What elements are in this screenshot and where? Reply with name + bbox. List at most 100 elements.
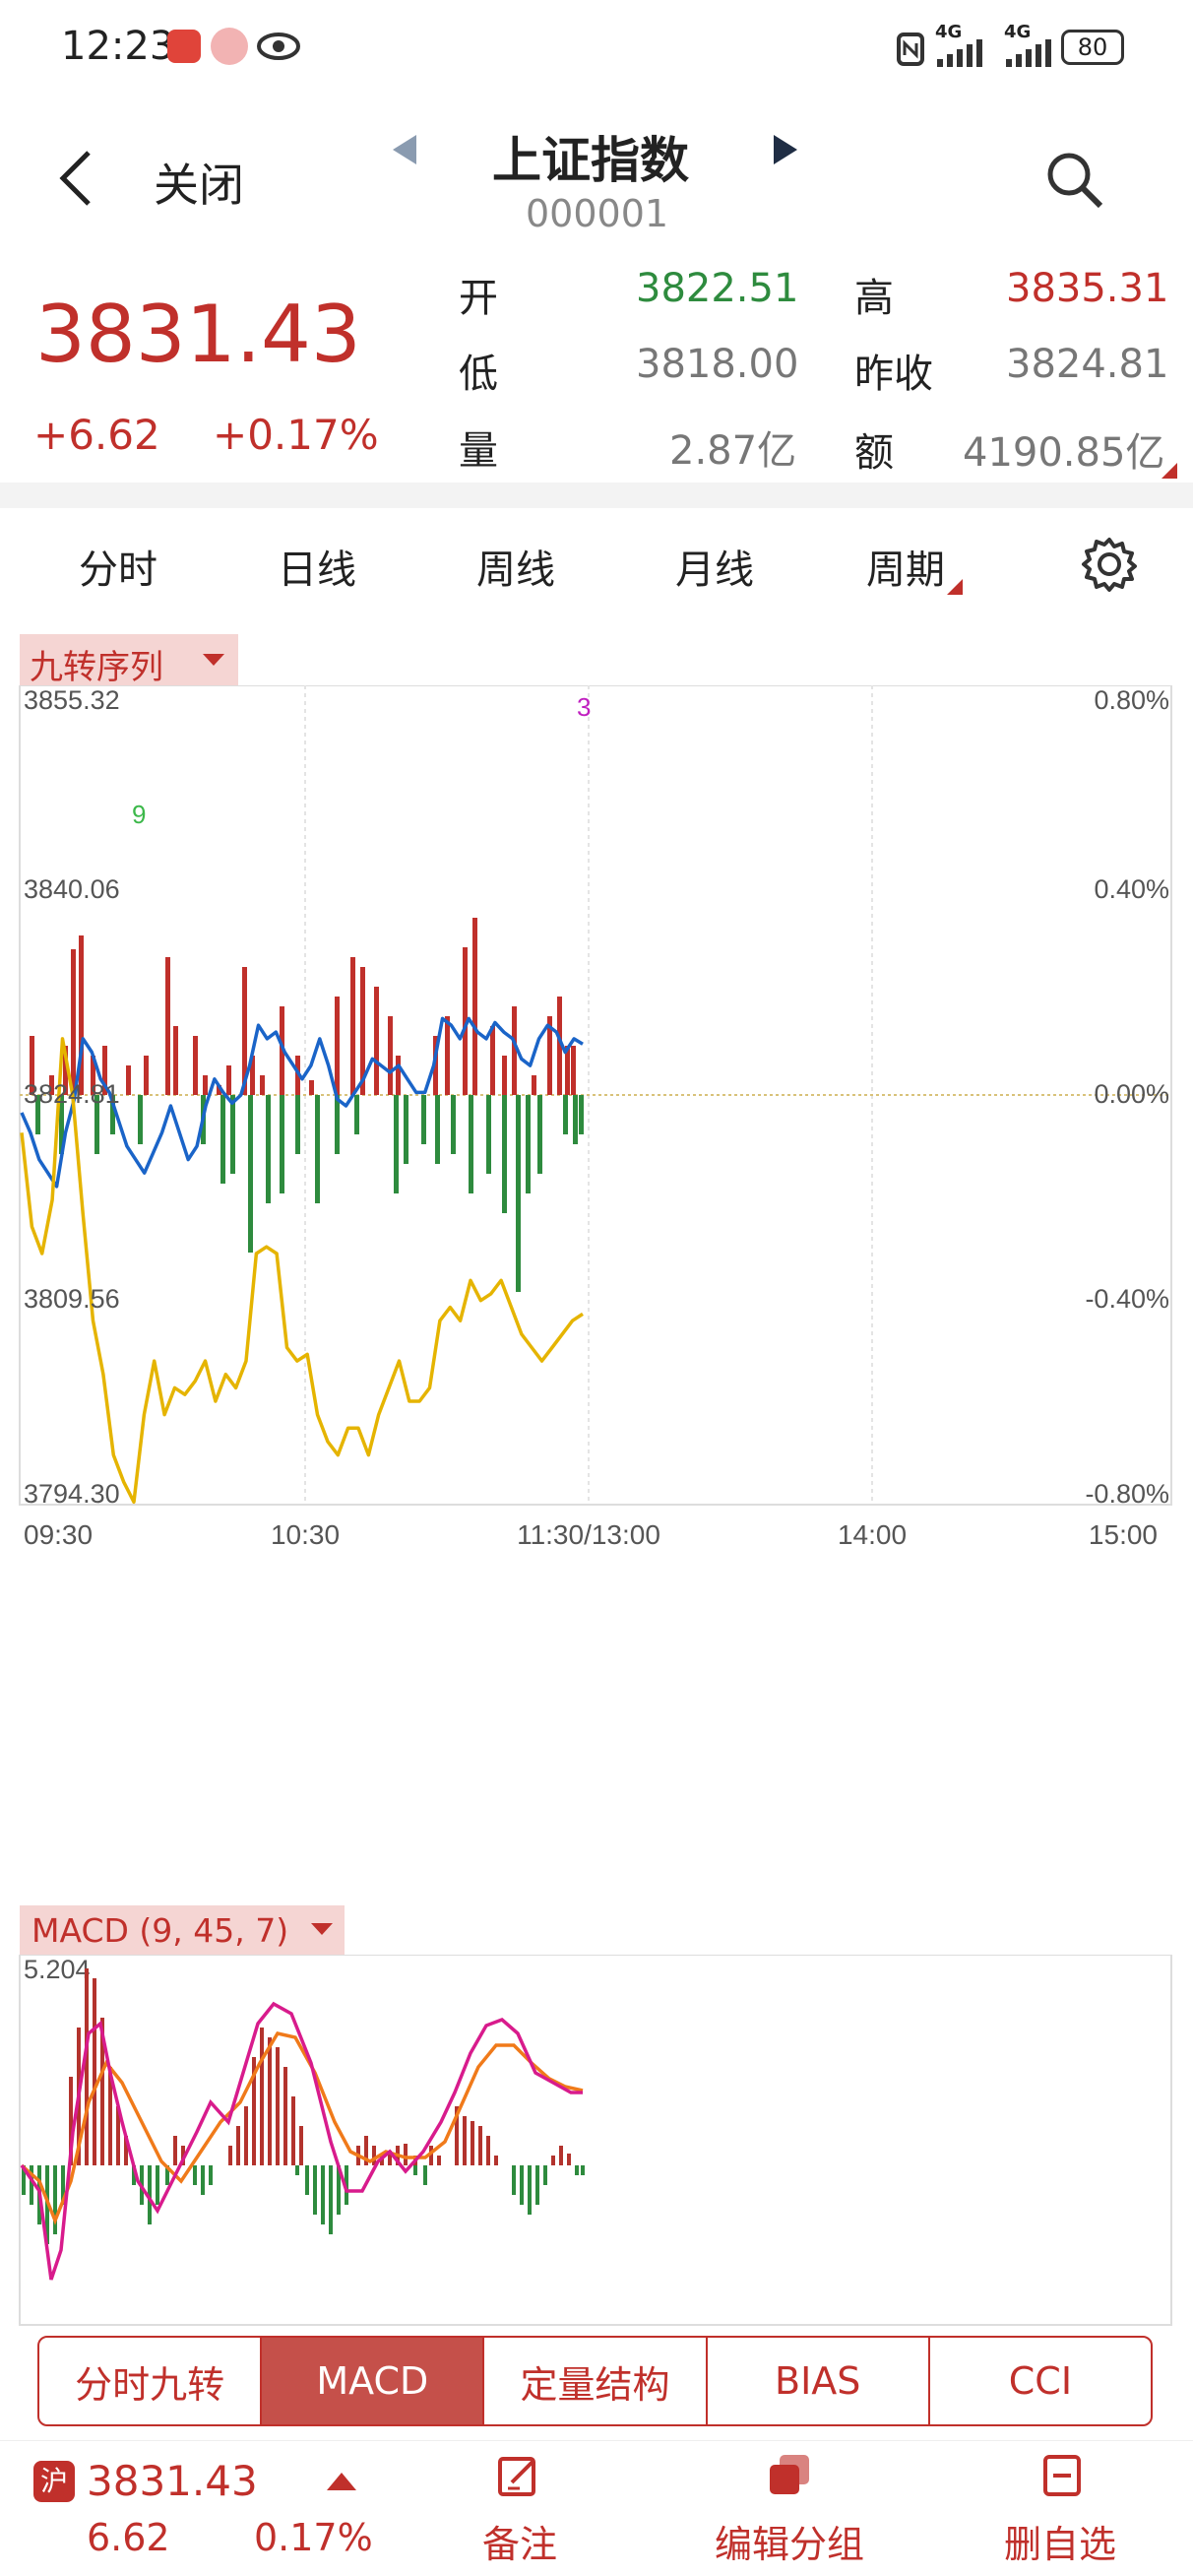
macd-bar-down <box>165 2165 169 2185</box>
volume-bar-up <box>547 1016 552 1095</box>
app-notification-icon <box>167 30 201 63</box>
subtab-intraday-nine[interactable]: 分时九转 <box>39 2338 263 2424</box>
tab-intraday[interactable]: 分时 <box>79 547 157 593</box>
macd-bar-up <box>93 1978 96 2165</box>
macd-bar-up <box>299 2126 303 2165</box>
volume-bar-down <box>394 1095 399 1193</box>
indicator-selector[interactable]: 九转序列 <box>20 634 238 687</box>
prev-stock-icon[interactable] <box>389 133 422 166</box>
macd-bar-up <box>551 2156 555 2165</box>
macd-bar-down <box>423 2165 427 2185</box>
macd-bar-up <box>437 2156 441 2165</box>
volume-bar-up <box>396 1056 401 1095</box>
status-bar: 12:23 4G 4G 80 <box>0 0 1193 98</box>
expand-corner-icon[interactable] <box>1162 463 1177 479</box>
volume-bar-down <box>502 1095 507 1213</box>
search-icon[interactable] <box>1043 149 1106 212</box>
subtab-cci[interactable]: CCI <box>1008 2359 1073 2403</box>
volume-bar-up <box>242 967 247 1095</box>
y-axis-tick-right: 0.40% <box>1094 874 1169 904</box>
macd-selector[interactable]: MACD (9, 45, 7) <box>20 1905 345 1955</box>
prev-close-value: 3824.81 <box>1006 342 1169 387</box>
tab-weekly[interactable]: 周线 <box>476 547 555 593</box>
nine-count-marker: 3 <box>577 692 591 722</box>
x-axis-tick: 09:30 <box>24 1519 93 1550</box>
macd-bar-up <box>559 2146 563 2165</box>
volume-bar-down <box>435 1095 440 1164</box>
chevron-down-icon <box>311 1923 333 1935</box>
macd-bar-up <box>268 2037 272 2165</box>
note-button[interactable]: 备注 <box>463 2441 581 2576</box>
volume-bar-down <box>248 1095 253 1253</box>
nfc-icon <box>897 32 924 66</box>
next-stock-icon[interactable] <box>768 133 801 166</box>
network-label-2: 4G <box>1004 22 1032 42</box>
volume-bar-up <box>335 997 340 1095</box>
price-change-pct: +0.17% <box>213 411 379 459</box>
volume-bar-down <box>59 1095 64 1154</box>
volume-bar-up <box>203 1075 208 1095</box>
volume-bar-down <box>110 1095 115 1134</box>
tab-monthly[interactable]: 月线 <box>675 547 754 593</box>
macd-bar-up <box>124 2136 128 2165</box>
edit-group-button[interactable]: 编辑分组 <box>709 2441 876 2576</box>
macd-bar-up <box>486 2136 490 2165</box>
network-label-1: 4G <box>935 22 963 42</box>
volume-bar-down <box>451 1095 456 1154</box>
subtab-bias[interactable]: BIAS <box>708 2338 930 2424</box>
y-axis-tick-left: 3840.06 <box>24 874 120 904</box>
period-tabs: 分时 日线 周线 月线 周期 <box>0 508 1193 631</box>
volume-bar-up <box>280 1006 284 1095</box>
macd-frame <box>19 1955 1172 2326</box>
macd-bar-up <box>291 2096 295 2165</box>
macd-max-label: 5.204 <box>24 1955 91 1984</box>
open-label: 开 <box>459 276 498 321</box>
subtab-quant-structure[interactable]: 定量结构 <box>484 2338 708 2424</box>
macd-chart[interactable]: 5.204 <box>0 1955 1193 2329</box>
macd-bar-down <box>337 2165 341 2215</box>
macd-bar-down <box>528 2165 532 2215</box>
battery-icon: 80 <box>1061 30 1124 65</box>
tab-period[interactable]: 周期 <box>866 547 945 593</box>
y-axis-tick-right: 0.80% <box>1094 685 1169 715</box>
volume-bar-down <box>573 1095 578 1144</box>
volume-bar-up <box>260 1075 265 1095</box>
volume-bar-down <box>230 1095 235 1174</box>
macd-bar-up <box>181 2146 185 2165</box>
macd-bar-down <box>201 2165 205 2195</box>
macd-bar-down <box>413 2165 417 2175</box>
macd-bar-up <box>567 2154 571 2165</box>
volume-bar-up <box>532 1075 536 1095</box>
tab-daily[interactable]: 日线 <box>278 547 356 593</box>
intraday-chart[interactable]: 99933855.323840.063824.813809.563794.300… <box>0 685 1193 1552</box>
back-arrow-icon[interactable] <box>55 149 94 208</box>
volume-bar-down <box>579 1095 584 1134</box>
remove-watchlist-button[interactable]: 删自选 <box>994 2441 1132 2576</box>
low-label: 低 <box>459 352 498 397</box>
group-stack-icon <box>770 2455 809 2494</box>
macd-bar-down <box>209 2165 213 2185</box>
volume-bar-up <box>217 1085 221 1095</box>
up-arrow-icon <box>327 2473 356 2490</box>
close-button[interactable]: 关闭 <box>154 159 244 212</box>
volume-bar-down <box>35 1095 40 1134</box>
bottom-change: 6.62 <box>87 2516 170 2559</box>
subtab-macd[interactable]: MACD <box>262 2338 485 2424</box>
y-axis-tick-left: 3794.30 <box>24 1479 120 1509</box>
macd-bar-down <box>53 2165 57 2234</box>
indicator-selector-label: 九转序列 <box>30 648 163 687</box>
volume-bar-up <box>250 1056 255 1095</box>
macd-bar-down <box>329 2165 333 2234</box>
macd-bar-down <box>512 2165 516 2195</box>
volume-bar-up <box>165 957 170 1095</box>
macd-bar-down <box>61 2165 65 2205</box>
amount-label: 额 <box>854 430 894 476</box>
y-axis-tick-left: 3824.81 <box>24 1079 120 1109</box>
low-value: 3818.00 <box>636 342 799 387</box>
bottom-change-pct: 0.17% <box>254 2516 373 2559</box>
macd-bar-up <box>463 2116 467 2165</box>
divider <box>0 483 1193 508</box>
settings-gear-icon[interactable] <box>1081 536 1138 593</box>
volume-bar-down <box>563 1095 568 1134</box>
app-notification-icon-2 <box>211 28 248 65</box>
